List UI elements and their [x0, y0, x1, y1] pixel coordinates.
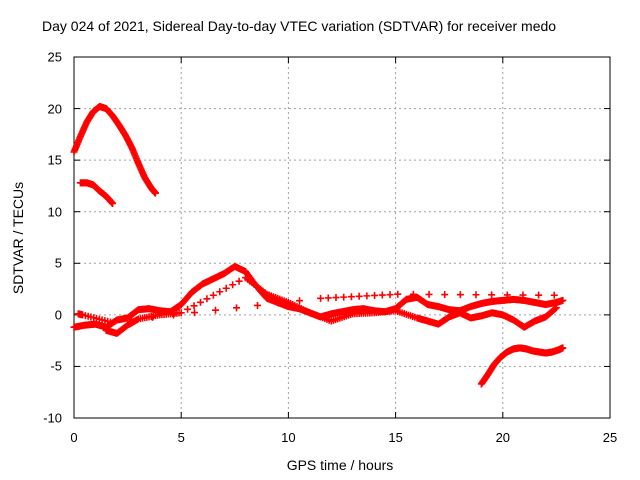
x-tick-label: 5	[177, 430, 185, 445]
data-point	[363, 292, 371, 300]
data-point	[488, 291, 496, 299]
series-band-lower	[102, 274, 560, 337]
data-point	[551, 305, 559, 313]
y-axis-label: SDTVAR / TECUs	[10, 181, 26, 295]
data-point	[378, 291, 386, 299]
data-point	[209, 291, 217, 299]
x-tick-label: 15	[388, 430, 403, 445]
grid-lines	[74, 57, 610, 418]
x-tick-label: 20	[495, 430, 511, 445]
data-point	[355, 292, 363, 300]
data-point	[456, 291, 464, 299]
data-point	[472, 291, 480, 299]
data-point	[169, 311, 177, 319]
series-arc-low	[477, 344, 567, 388]
x-tick-label: 0	[70, 430, 78, 445]
data-point	[212, 306, 220, 314]
data-point	[559, 296, 567, 304]
data-point	[148, 313, 156, 321]
data-point	[177, 309, 185, 317]
data-point	[519, 291, 527, 299]
data-point	[151, 189, 159, 197]
data-point	[394, 290, 402, 298]
y-tick-label: -10	[43, 410, 62, 426]
y-tick-label: 10	[47, 204, 62, 220]
y-tick-label: 0	[54, 307, 62, 323]
data-point	[371, 291, 379, 299]
data-point	[106, 318, 114, 326]
x-tick-label: 25	[602, 430, 618, 445]
data-point	[409, 290, 417, 298]
series-arc-mid	[76, 179, 117, 207]
data-point	[559, 344, 567, 352]
data-point	[216, 288, 224, 296]
data-point	[340, 293, 348, 301]
y-tick-label: 15	[47, 152, 62, 168]
plot-frame	[73, 56, 611, 419]
data-point	[190, 302, 198, 310]
y-tick-label: 20	[47, 101, 62, 117]
data-point	[332, 294, 340, 302]
data-point	[296, 297, 304, 305]
tick-marks	[73, 56, 611, 419]
data-point	[552, 304, 560, 312]
data-point	[233, 304, 241, 312]
data-point	[317, 294, 325, 302]
data-point	[441, 291, 449, 299]
x-tick-label: 10	[281, 430, 296, 445]
series-arc-high	[70, 103, 159, 197]
data-point	[386, 291, 394, 299]
data-point	[254, 301, 262, 309]
data-point	[196, 298, 204, 306]
y-tick-label: -5	[50, 358, 62, 374]
data-point	[275, 299, 283, 307]
data-point	[425, 290, 433, 298]
data-point	[229, 281, 237, 289]
data-point	[109, 199, 117, 207]
y-tick-label: 5	[54, 255, 62, 271]
chart-title: Day 024 of 2021, Sidereal Day-to-day VTE…	[42, 18, 557, 34]
data-point	[235, 277, 243, 285]
data-point	[203, 295, 211, 303]
data-point	[190, 309, 198, 317]
data-point	[535, 291, 543, 299]
data-points	[70, 103, 567, 388]
data-point	[184, 305, 192, 313]
y-tick-label: 25	[47, 49, 62, 65]
data-point	[127, 316, 135, 324]
data-point	[347, 293, 355, 301]
data-point	[324, 294, 332, 302]
data-point	[550, 291, 558, 299]
series-dots	[74, 290, 558, 326]
series-band-main	[70, 262, 567, 331]
data-point	[222, 284, 230, 292]
data-point	[503, 291, 511, 299]
x-axis-label: GPS time / hours	[286, 457, 394, 473]
